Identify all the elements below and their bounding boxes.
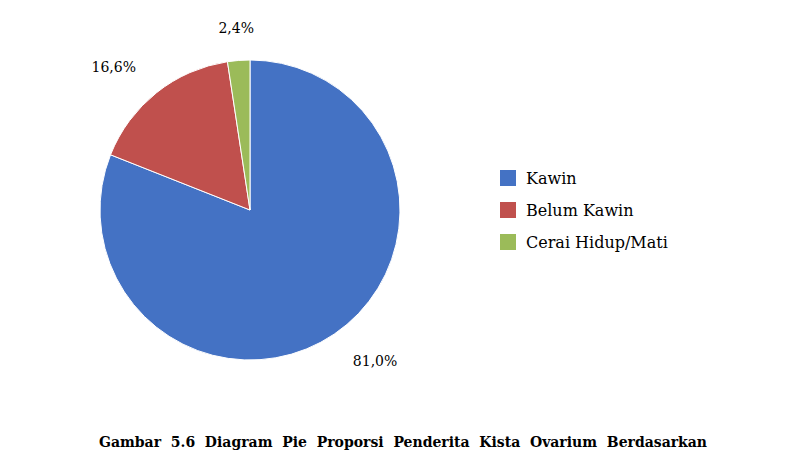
chart: 81,0% 16,6% 2,4% Kawin Belum Kawin Cerai Hidu…	[0, 0, 806, 459]
data-labels: 81,0% 16,6% 2,4%	[92, 20, 398, 370]
data-label: 16,6%	[92, 59, 136, 75]
legend-swatch	[500, 202, 516, 218]
legend: Kawin Belum Kawin Cerai Hidup/Mati	[500, 169, 668, 252]
background	[0, 0, 806, 459]
legend-swatch	[500, 234, 516, 250]
chart-container: 81,0% 16,6% 2,4% Kawin Belum Kawin Cerai Hidu…	[0, 0, 806, 459]
pie-slice	[100, 60, 400, 360]
pie-slice	[111, 62, 250, 210]
caption: Gambar 5.6 Diagram Pie Proporsi Penderit…	[99, 434, 707, 450]
legend-swatch	[500, 170, 516, 186]
slices	[100, 60, 400, 360]
legend-label: Cerai Hidup/Mati	[526, 233, 668, 252]
legend-label: Kawin	[526, 169, 577, 188]
pie-slice	[227, 60, 250, 210]
legend-label: Belum Kawin	[526, 201, 634, 220]
data-label: 2,4%	[218, 20, 254, 36]
data-label: 81,0%	[353, 353, 397, 369]
